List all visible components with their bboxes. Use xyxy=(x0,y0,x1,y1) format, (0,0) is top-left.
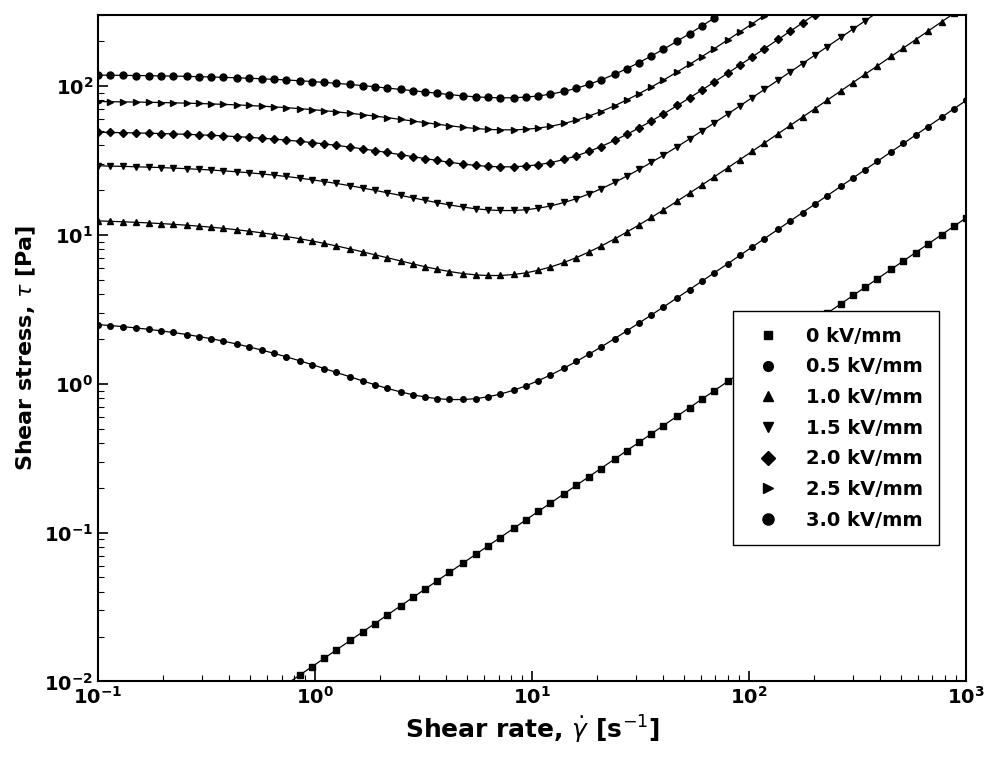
X-axis label: Shear rate, $\dot{\gamma}$ [s$^{-1}$]: Shear rate, $\dot{\gamma}$ [s$^{-1}$] xyxy=(405,714,660,746)
Y-axis label: Shear stress, $\tau$ [Pa]: Shear stress, $\tau$ [Pa] xyxy=(15,225,38,471)
Legend: 0 kV/mm, 0.5 kV/mm, 1.0 kV/mm, 1.5 kV/mm, 2.0 kV/mm, 2.5 kV/mm, 3.0 kV/mm: 0 kV/mm, 0.5 kV/mm, 1.0 kV/mm, 1.5 kV/mm… xyxy=(733,311,939,546)
